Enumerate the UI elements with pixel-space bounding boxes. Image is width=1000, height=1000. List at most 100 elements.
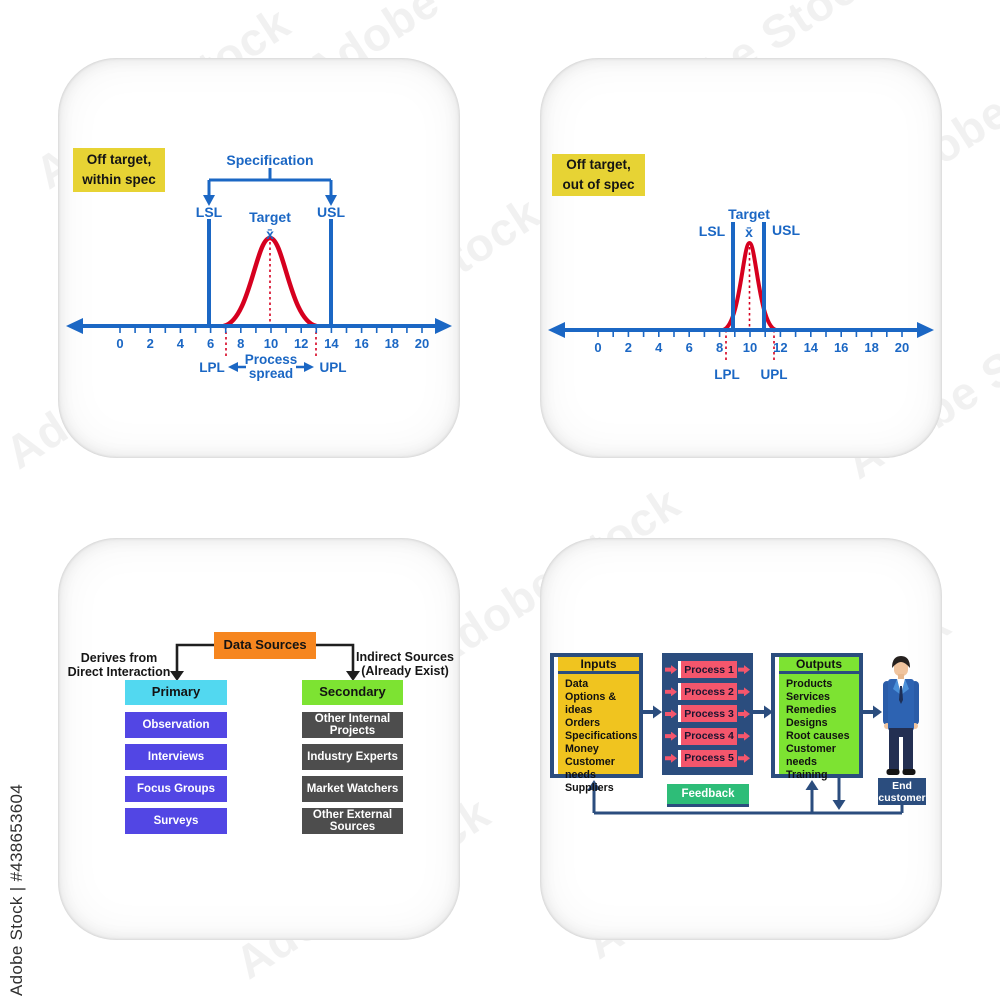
secondary-header: Secondary [302,680,403,705]
panel-data-sources: Data Sources Derives from Direct Interac… [58,538,460,940]
lpl-label: LPL [199,360,225,375]
usl-label: USL [772,222,800,238]
note-line: Derives from [80,651,158,665]
tag-line: Off target, [86,151,152,167]
axis-tick-label: 18 [864,340,879,355]
panel-off-target-within-spec: Off target, within spec Specification LS… [58,58,460,458]
tree-connectors [170,643,360,681]
flow-arrow-icon [738,687,750,697]
secondary-item: Industry Experts [302,744,403,770]
tag-line: out of spec [562,177,635,192]
input-item: Orders [565,717,601,729]
output-item: Training [786,769,828,781]
secondary-item: Other External Sources [302,808,403,834]
process-row: Process 2 [665,683,750,701]
outputs-list: Products Services Remedies Designs Root … [779,674,859,782]
customer-person-figure [883,656,919,775]
flow-arrow-icon [738,709,750,719]
inputs-box: Inputs Data Options & ideas Orders Speci… [550,653,643,794]
process-row: Process 5 [665,749,750,767]
bell-curve [221,235,319,329]
flow-arrow-icon [738,665,750,675]
axis-tick-label: 8 [237,336,245,351]
axis-tick-label: 0 [116,336,124,351]
output-item: Products [786,678,833,690]
number-line-axis [548,322,934,338]
panel-process-flow: Inputs Data Options & ideas Orders Speci… [540,538,942,940]
stock-attribution-label: Adobe Stock | #438653604 [7,783,26,996]
flow-arrow-icon [665,753,677,763]
axis-tick-label: 12 [773,340,788,355]
process-step: Process 1 [678,661,737,679]
feedback-box: Feedback [667,784,749,807]
secondary-item: Market Watchers [302,776,403,802]
lpl-label: LPL [714,367,740,382]
panel-off-target-out-of-spec: Off target, out of spec Target LSL USL x… [540,58,942,458]
end-customer-box: End customer [878,778,926,805]
axis-tick-label: 14 [324,336,339,351]
process-spread-label: Process [244,352,298,367]
primary-item: Focus Groups [125,776,227,802]
axis-tick-label: 20 [414,336,430,351]
tag-out-of-spec: Off target, out of spec [552,154,645,196]
end-customer-line: End [892,779,912,792]
outputs-box: Outputs Products Services Remedies Desig… [771,653,863,781]
note-line: Indirect Sources [356,650,454,664]
usl-label: USL [317,204,345,220]
target-label: Target [249,209,291,225]
target-label: Target [728,206,770,222]
process-row: Process 4 [665,727,750,745]
process-spread-label: spread [248,366,294,381]
specification-label: Specification [226,152,314,168]
input-item: Suppliers [565,782,614,794]
lsl-label: LSL [698,223,726,239]
flow-arrow-icon [665,731,677,741]
axis-tick-label: 4 [176,336,184,351]
process-box: Process 1 Process 2 Process 3 Process 4 [662,653,753,775]
process-step: Process 5 [678,749,737,767]
input-item: Money [565,743,599,755]
input-item: Options & ideas [565,691,617,716]
lsl-label: LSL [195,204,223,220]
axis-tick-label: 6 [685,340,693,355]
process-step: Process 2 [678,683,737,701]
output-item: Designs [786,717,828,729]
axis-tick-label: 10 [263,336,279,351]
secondary-item: Other Internal Projects [302,712,403,738]
process-row: Process 3 [665,705,750,723]
bell-curve [721,240,778,332]
note-line: (Already Exist) [361,664,449,678]
axis-tick-label: 6 [206,336,215,351]
axis-tick-label: 14 [803,340,819,355]
input-item: Data [565,678,589,690]
process-step: Process 4 [678,727,737,745]
axis-tick-label: 0 [594,340,602,355]
axis-tick-label: 16 [833,340,849,355]
spc-graph-out-of-spec [548,222,934,361]
axis-tick-label: 4 [655,340,663,355]
process-row: Process 1 [665,661,750,679]
axis-tick-label: 2 [624,340,632,355]
flow-arrow-icon [738,753,750,763]
input-item: Specifications [565,730,638,742]
output-item: Customer needs [786,743,836,768]
flow-arrow-icon [738,731,750,741]
mean-symbol: x̄ [745,224,753,240]
mean-symbol: x̄ [266,226,274,242]
output-item: Remedies [786,704,837,716]
input-item: Customer needs [565,756,615,781]
primary-header: Primary [125,680,227,705]
output-item: Services [786,691,830,703]
tag-line: within spec [82,172,156,187]
data-sources-node: Data Sources [214,632,316,659]
flow-arrow-icon [665,709,677,719]
end-customer-line: customer [878,791,926,804]
axis-tick-label: 20 [894,340,910,355]
flow-arrow-icon [665,687,677,697]
axis-tick-label: 2 [146,336,154,351]
specification-bracket [203,168,337,206]
spc-graph-within-spec [66,168,452,372]
number-line-axis [66,318,452,334]
primary-item: Observation [125,712,227,738]
